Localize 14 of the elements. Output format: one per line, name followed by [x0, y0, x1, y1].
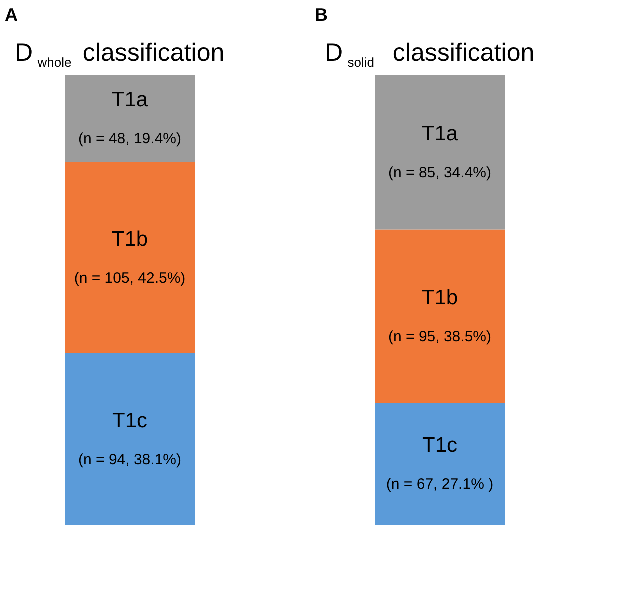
text: A	[5, 5, 18, 25]
series-label: T1c	[422, 434, 458, 458]
data-label: (n = 67, 27.1% )	[386, 476, 494, 494]
series-label: T1b	[422, 286, 458, 310]
data-label: (n = 48, 19.4%)	[78, 130, 182, 148]
series-label: T1c	[112, 409, 148, 432]
data-label: (n = 85, 34.4%)	[388, 164, 492, 182]
text: B	[315, 5, 328, 25]
data-label: (n = 94, 38.1%)	[78, 451, 182, 468]
series-label: T1a	[112, 88, 148, 112]
data-label: (n = 95, 38.5%)	[388, 328, 492, 346]
data-label: (n = 105, 42.5%)	[74, 270, 186, 287]
series-label: T1b	[112, 228, 148, 251]
series-label: T1a	[422, 122, 458, 146]
